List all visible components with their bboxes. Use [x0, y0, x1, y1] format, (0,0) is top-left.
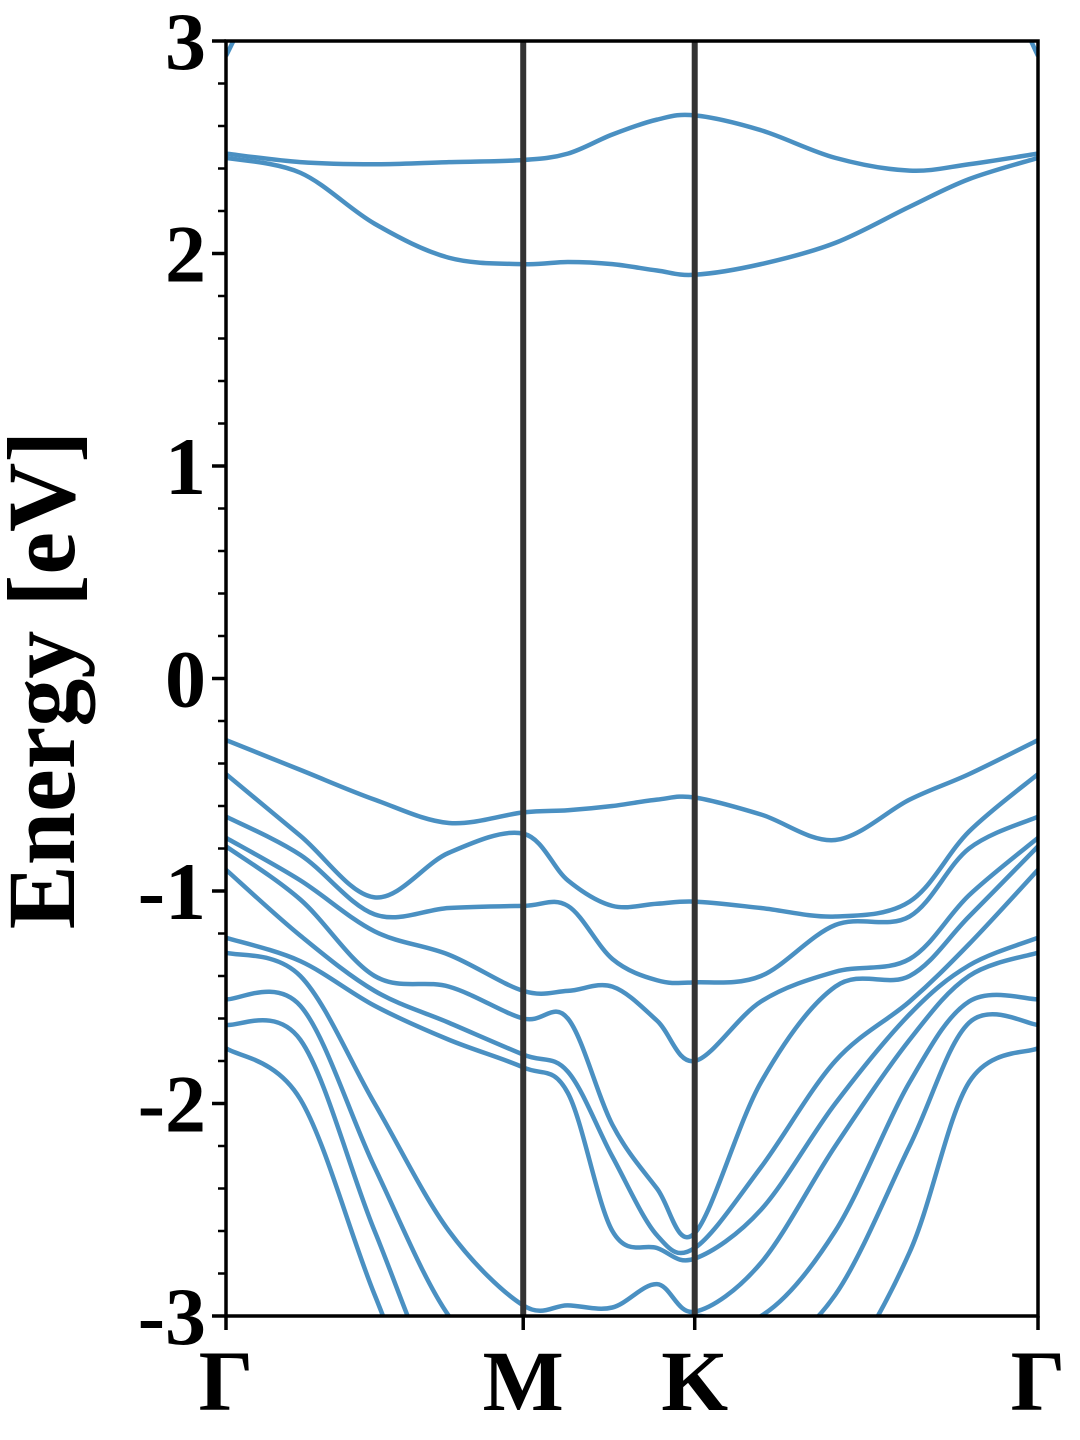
y-tick-label: 2 [165, 209, 206, 300]
band-line [226, 950, 1038, 1315]
y-tick-label: -2 [138, 1059, 206, 1150]
band-line [226, 738, 1038, 843]
band-line [226, 835, 1038, 1064]
y-tick-label: 0 [165, 634, 206, 725]
band-line [226, 935, 1038, 1263]
x-tick-label: Γ [1011, 1333, 1066, 1429]
y-tick-label: 1 [165, 421, 206, 512]
y-tick-label: -3 [138, 1271, 206, 1362]
band-line [226, 155, 1038, 278]
x-tick-label: Γ [199, 1333, 254, 1429]
band-line [226, 112, 1038, 174]
band-line [226, 868, 1038, 1256]
plot-frame [224, 39, 1040, 1318]
band-line [226, 814, 1038, 986]
y-tick-label: 3 [165, 0, 206, 87]
band-line [226, 989, 1038, 1316]
y-axis-label: Energy [eV] [0, 431, 95, 930]
band-line [226, 844, 1038, 1240]
band-line [226, 41, 1038, 57]
band-line [226, 1011, 1038, 1316]
band-line [226, 1046, 1038, 1316]
band-line [226, 772, 1038, 919]
x-tick-label: K [661, 1333, 728, 1429]
bands [226, 41, 1038, 1316]
y-tick-label: -1 [138, 846, 206, 937]
x-tick-label: M [483, 1333, 564, 1429]
